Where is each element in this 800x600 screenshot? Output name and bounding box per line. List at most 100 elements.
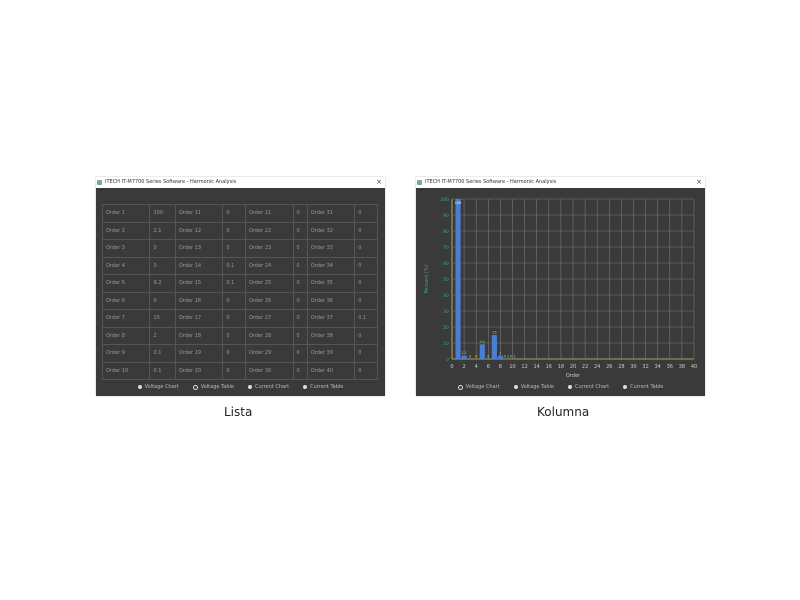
x-tick-label: 18 (558, 364, 564, 370)
y-tick-label: 40 (443, 293, 449, 299)
order-value: 0 (149, 256, 176, 275)
radio-label: Current Chart (574, 384, 610, 390)
order-value: 0.1 (149, 344, 176, 363)
order-value: 0 (222, 204, 247, 223)
order-label: Order 8 (101, 326, 151, 345)
x-tick-label: 10 (509, 364, 515, 370)
x-tick-label: 26 (606, 364, 612, 370)
order-value: 9.2 (149, 274, 176, 293)
radio-icon (567, 385, 572, 389)
order-value: 0 (149, 291, 176, 310)
x-tick-label: 38 (679, 364, 685, 370)
radio-voltage-chart[interactable]: Voltage Chart (457, 384, 500, 390)
y-tick-label: 0 (446, 357, 449, 363)
x-tick-label: 36 (667, 364, 673, 370)
x-tick-label: 4 (475, 364, 478, 370)
radio-current-table[interactable]: Current Table (623, 384, 663, 390)
data-label: 0 (469, 355, 471, 359)
window-title: ITECH IT-M7700 Series Software - Harmoni… (105, 179, 237, 185)
order-label: Order 13 (174, 239, 224, 258)
table-row: Order 4 0 Order 14 0.1 Order 24 0 Order 34 0 (101, 256, 378, 275)
order-label: Order 3 (101, 239, 151, 258)
y-tick-label: 100 (440, 197, 449, 203)
x-tick-label: 2 (463, 364, 466, 370)
chart-window: ITECH IT-M7700 Series Software - Harmoni… (416, 177, 705, 396)
order-value: 0 (354, 239, 378, 258)
order-label: Order 36 (306, 291, 356, 310)
radio-voltage-table[interactable]: Voltage Table (192, 384, 234, 390)
bar (491, 335, 497, 359)
radio-label: Current Chart (254, 384, 290, 390)
radio-voltage-chart[interactable]: Voltage Chart (137, 384, 179, 390)
order-value: 0 (292, 326, 308, 345)
caption-left: Lista (224, 405, 253, 419)
y-tick-label: 10 (443, 341, 449, 347)
x-tick-label: 0 (450, 364, 453, 370)
radio-icon (513, 385, 518, 389)
order-value: 0.1 (149, 361, 176, 380)
order-value: 100 (149, 204, 176, 223)
y-tick-label: 70 (443, 245, 449, 251)
order-value: 0 (354, 344, 378, 363)
order-value: 0 (222, 326, 247, 345)
x-tick-label: 28 (618, 364, 624, 370)
order-value: 0 (222, 221, 247, 240)
x-tick-label: 20 (570, 364, 576, 370)
order-value: 0 (354, 204, 378, 223)
order-value: 0 (292, 291, 308, 310)
radio-icon (247, 385, 252, 389)
radio-current-chart[interactable]: Current Chart (247, 384, 290, 390)
radio-label: Current Table (310, 384, 344, 390)
x-tick-label: 24 (594, 364, 600, 370)
order-label: Order 29 (245, 344, 294, 363)
order-value: 0 (292, 361, 308, 380)
y-tick-label: 50 (443, 277, 449, 283)
table-window: ITECH IT-M7700 Series Software - Harmoni… (96, 177, 385, 396)
order-value: 0 (292, 256, 308, 275)
close-icon[interactable]: × (696, 178, 702, 186)
caption-right: Kolumna (537, 405, 590, 419)
radio-icon (623, 385, 628, 389)
radio-icon (192, 384, 198, 390)
order-label: Order 20 (174, 361, 224, 380)
order-value: 0 (222, 309, 247, 328)
x-tick-label: 40 (691, 364, 697, 370)
order-label: Order 22 (245, 221, 294, 240)
data-label: 9.2 (479, 340, 485, 344)
table-row: Order 6 0 Order 16 0 Order 26 0 Order 36 0 (101, 291, 378, 310)
order-label: Order 33 (306, 239, 356, 258)
order-label: Order 23 (245, 239, 294, 258)
order-value: 0 (354, 291, 378, 310)
order-value: 2.1 (149, 221, 176, 240)
y-tick-label: 60 (443, 261, 449, 267)
order-label: Order 12 (174, 221, 224, 240)
order-label: Order 18 (174, 326, 224, 345)
radio-current-table[interactable]: Current Table (303, 384, 343, 390)
data-label: 0.1 (504, 354, 510, 358)
data-label: 0.1 (510, 354, 516, 358)
y-tick-label: 30 (443, 309, 449, 315)
order-value: 0 (354, 256, 378, 275)
y-tick-label: 20 (443, 325, 449, 331)
order-label: Order 9 (101, 344, 151, 363)
close-icon[interactable]: × (376, 178, 382, 186)
radio-voltage-table[interactable]: Voltage Table (513, 384, 554, 390)
window-title: ITECH IT-M7700 Series Software - Harmoni… (425, 179, 557, 185)
order-label: Order 14 (174, 256, 224, 275)
order-value: 0 (222, 361, 247, 380)
order-label: Order 10 (101, 361, 151, 380)
radio-current-chart[interactable]: Current Chart (567, 384, 610, 390)
order-label: Order 16 (174, 291, 224, 310)
order-value: 0 (354, 274, 378, 293)
order-value: 0 (292, 239, 308, 258)
view-radios: Voltage Chart Voltage Table Current Chart C… (416, 384, 705, 390)
order-label: Order 28 (245, 326, 294, 345)
radio-label: Current Table (630, 384, 664, 390)
order-label: Order 11 (174, 204, 224, 223)
x-axis-label: Order (566, 373, 581, 379)
x-tick-label: 16 (546, 364, 552, 370)
order-label: Order 37 (306, 309, 356, 328)
title-bar: ITECH IT-M7700 Series Software - Harmoni… (416, 177, 705, 188)
order-label: Order 39 (306, 344, 356, 363)
table-row: Order 1 100 Order 11 0 Order 21 0 Order 31 0 (101, 204, 378, 223)
